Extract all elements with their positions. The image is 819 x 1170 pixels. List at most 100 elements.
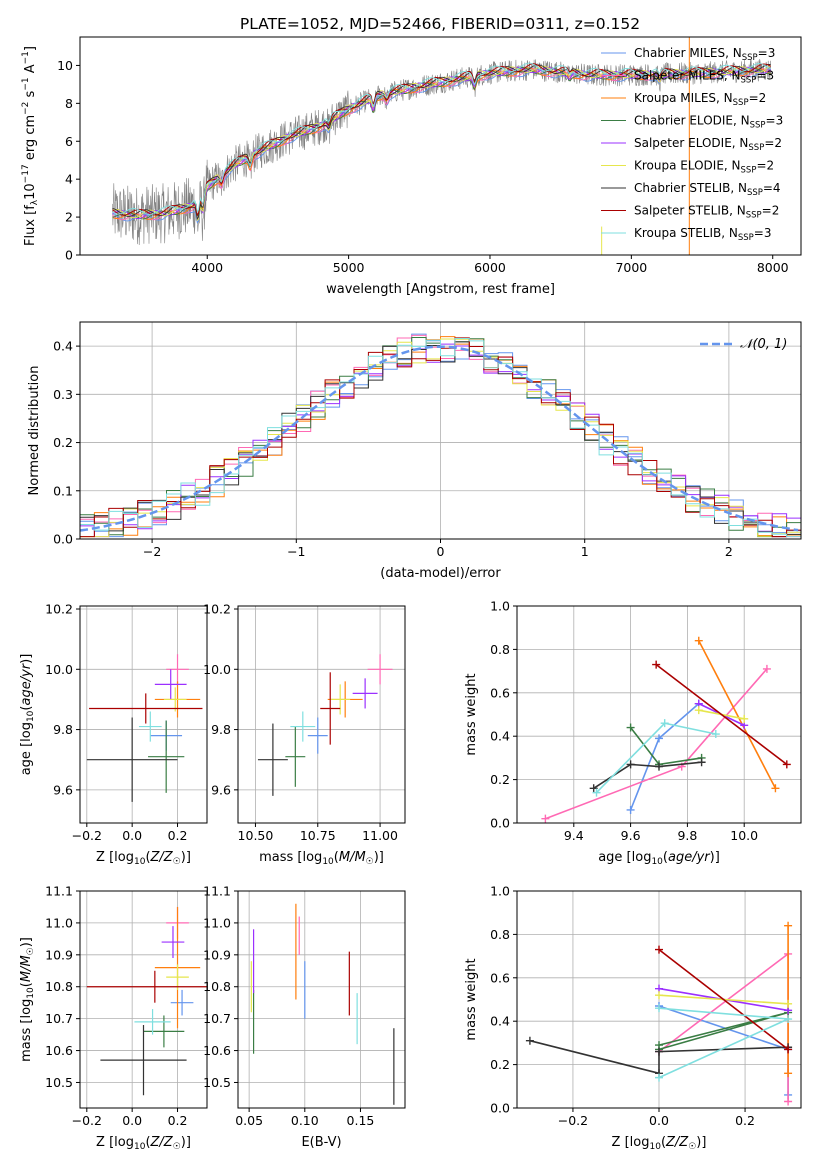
x-tick-label: −1 xyxy=(287,544,305,559)
y-tick-label: 0.0 xyxy=(490,816,510,831)
x-tick-label: 2 xyxy=(725,544,733,559)
weight-marker xyxy=(784,1015,793,1024)
axes-frame xyxy=(79,890,208,1109)
axes-frame xyxy=(516,605,802,824)
weight-marker xyxy=(711,730,720,739)
weight-marker xyxy=(784,999,793,1008)
y-tick-label: 0.4 xyxy=(53,339,73,354)
plot-area-weight_vs_age xyxy=(541,636,791,823)
legend-entry: Salpeter ELODIE, NSSP=2 xyxy=(634,136,782,153)
panel-residuals: −2 −1 0 1 2 0.0 0.1 0.2 0.3 0.4 𝒩(0, 1) (data-model… xyxy=(27,321,802,581)
x-tick-label: 0.2 xyxy=(735,1113,755,1128)
legend-entry: Chabrier STELIB, NSSP=4 xyxy=(634,181,781,198)
panel-age_vs_Z: −0.2 0.0 0.2 9.6 9.8 10.0 10.2 Z [log10(Z/Z☉)] a… xyxy=(19,602,208,867)
y-tick-label: 8 xyxy=(65,96,73,111)
y-tick-label: 0.8 xyxy=(490,927,510,942)
y-tick-label: 10.9 xyxy=(203,947,231,962)
plot-area-mass_vs_Z xyxy=(86,906,207,1096)
y-tick-label: 2 xyxy=(65,210,73,225)
y-tick-label: 10.6 xyxy=(203,1043,231,1058)
y-tick-label: 0.4 xyxy=(490,729,510,744)
y-tick-label: 10.8 xyxy=(203,979,231,994)
plot-area-age_vs_Z xyxy=(86,654,203,802)
weight-marker xyxy=(652,660,661,669)
x-axis-label: mass [log10(M/M☉)] xyxy=(259,850,384,867)
y-tick-label: 0.6 xyxy=(490,970,510,985)
x-tick-label: 9.8 xyxy=(677,828,697,843)
y-tick-label: 10.2 xyxy=(203,602,231,617)
y-tick-label: 0.1 xyxy=(53,483,73,498)
y-tick-label: 10 xyxy=(57,58,73,73)
weight-line-8 xyxy=(658,948,789,1051)
y-tick-label: 0.8 xyxy=(490,642,510,657)
y-tick-label: 10.7 xyxy=(45,1011,73,1026)
x-tick-label: 10.75 xyxy=(300,828,336,843)
axes-frame xyxy=(79,321,802,540)
y-tick-label: 4 xyxy=(65,172,73,187)
y-tick-label: 0.2 xyxy=(490,772,510,787)
weight-marker xyxy=(782,760,791,769)
axes-frame xyxy=(237,890,406,1109)
y-tick-label: 10.0 xyxy=(45,662,73,677)
y-tick-label: 9.8 xyxy=(211,722,231,737)
y-tick-label: 0.0 xyxy=(490,1101,510,1116)
y-tick-label: 0 xyxy=(65,248,73,263)
x-tick-label: 0.0 xyxy=(649,1113,669,1128)
weight-marker xyxy=(784,1069,793,1078)
panel-spectrum: 4000 5000 6000 7000 8000 0 2 4 6 8 10 Chabrier MILE… xyxy=(21,36,802,297)
weight-marker xyxy=(655,991,663,1000)
x-tick-label: 9.4 xyxy=(564,828,584,843)
legend-entry: Salpeter MILES, NSSP=3 xyxy=(634,69,774,86)
weight-line-7 xyxy=(529,1039,789,1075)
x-tick-label: 5000 xyxy=(333,260,365,275)
y-tick-label: 0.0 xyxy=(53,532,73,547)
x-tick-label: 10.50 xyxy=(238,828,274,843)
histogram-step-3 xyxy=(80,336,801,538)
weight-marker xyxy=(655,762,663,771)
legend-entry: 𝒩(0, 1) xyxy=(740,337,787,352)
y-tick-label: 9.6 xyxy=(211,782,231,797)
x-axis-label: age [log10(age/yr)] xyxy=(598,850,720,867)
y-tick-label: 10.5 xyxy=(203,1075,231,1090)
y-tick-label: 10.0 xyxy=(203,662,231,677)
axes-frame xyxy=(237,605,406,824)
x-tick-label: 8000 xyxy=(757,260,789,275)
x-tick-label: 11.00 xyxy=(362,828,398,843)
weight-marker xyxy=(525,1036,534,1045)
x-tick-label: 7000 xyxy=(615,260,647,275)
axes-frame xyxy=(79,605,208,824)
y-tick-label: 10.6 xyxy=(45,1043,73,1058)
weight-marker xyxy=(589,784,598,793)
y-axis-label: mass weight xyxy=(464,673,479,755)
weight-marker xyxy=(784,1045,793,1054)
panel-mass_vs_ebv: 0.05 0.10 0.15 10.5 10.6 10.7 10.8 10.9 11.0 11.1… xyxy=(203,884,406,1150)
y-tick-label: 9.6 xyxy=(53,782,73,797)
weight-marker xyxy=(592,788,601,797)
weight-marker xyxy=(626,805,635,814)
y-tick-label: 10.9 xyxy=(45,947,73,962)
x-tick-label: 0.15 xyxy=(347,1113,375,1128)
x-tick-label: 0 xyxy=(437,544,445,559)
panel-age_vs_mass: 10.50 10.75 11.00 9.6 9.8 10.0 10.2 mass [log10… xyxy=(203,602,406,867)
x-tick-label: −0.2 xyxy=(558,1113,588,1128)
weight-marker xyxy=(541,814,550,823)
weight-marker xyxy=(655,1004,663,1013)
y-tick-label: 0.6 xyxy=(490,685,510,700)
panel-weight_vs_age: 9.4 9.6 9.8 10.0 0.0 0.2 0.4 0.6 0.8 1.0 age [log1… xyxy=(464,599,802,867)
model-line-9 xyxy=(112,62,771,216)
panel-mass_vs_Z: −0.2 0.0 0.2 10.5 10.6 10.7 10.8 10.9 11.0 11.1 Z … xyxy=(19,884,208,1152)
x-axis-label: Z [log10(Z/Z☉)] xyxy=(96,1135,191,1152)
legend-entry: Kroupa MILES, NSSP=2 xyxy=(634,91,766,108)
x-tick-label: 1 xyxy=(581,544,589,559)
x-tick-label: 6000 xyxy=(474,260,506,275)
x-tick-label: 0.05 xyxy=(235,1113,263,1128)
x-tick-label: 0.2 xyxy=(168,1113,188,1128)
x-tick-label: 9.6 xyxy=(621,828,641,843)
y-tick-label: 0.3 xyxy=(53,387,73,402)
figure-title: PLATE=1052, MJD=52466, FIBERID=0311, z=0… xyxy=(240,15,640,33)
weight-marker xyxy=(762,664,771,673)
weight-marker xyxy=(784,1097,793,1106)
x-axis-label: Z [log10(Z/Z☉)] xyxy=(96,850,191,867)
plot-area-residuals xyxy=(80,333,801,538)
